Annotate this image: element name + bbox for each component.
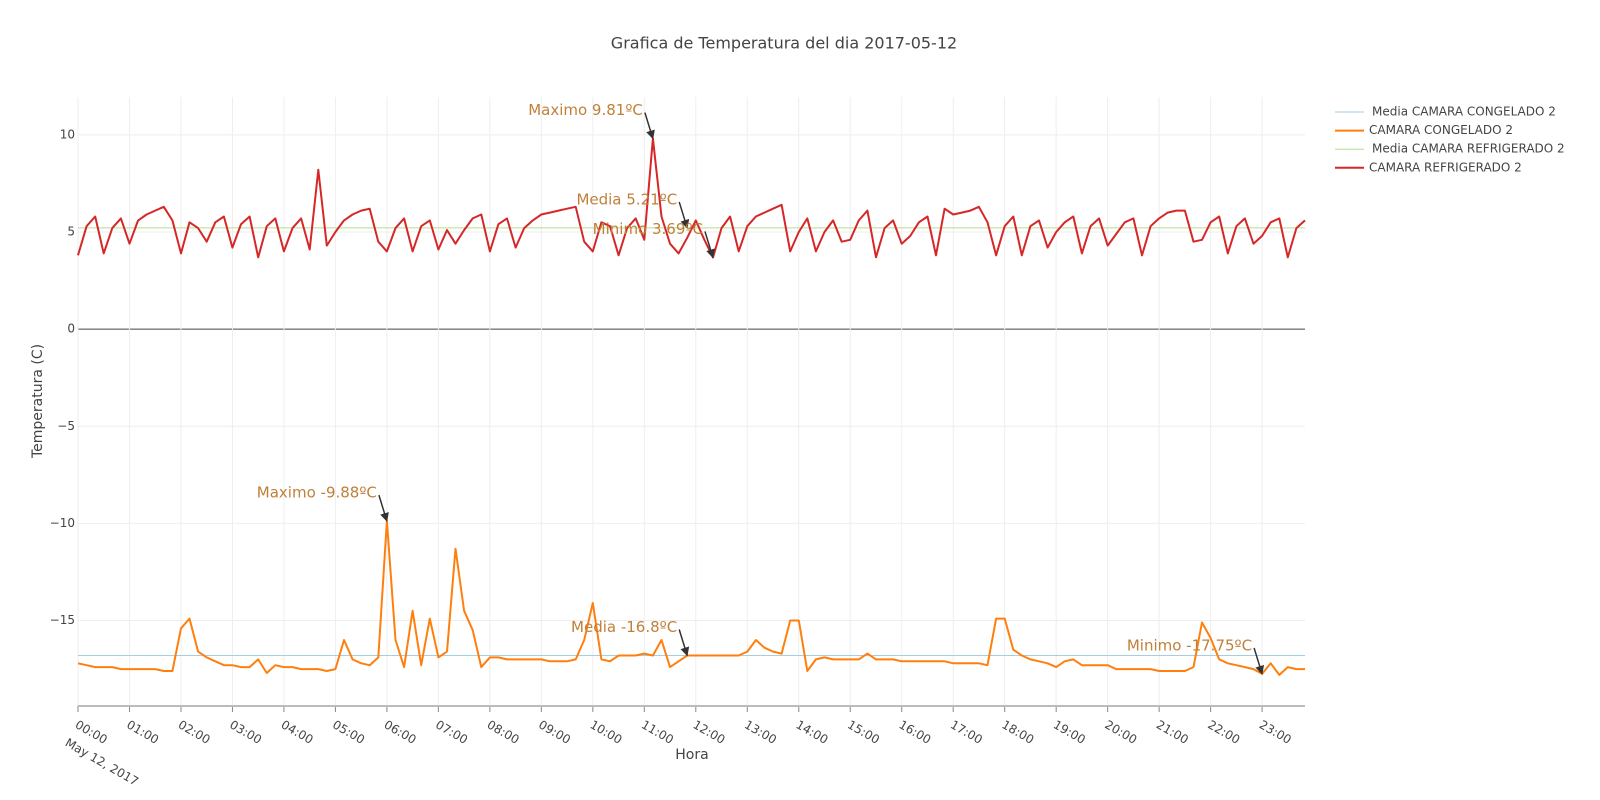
annotation-arrow — [678, 629, 690, 657]
x-tick-label: 01:00 — [124, 718, 161, 747]
x-tick-label: 14:00 — [794, 718, 831, 747]
x-tick-label: 13:00 — [742, 718, 779, 747]
x-tick-label: 19:00 — [1051, 718, 1088, 747]
x-tick-label: 20:00 — [1102, 718, 1139, 747]
legend-label: CAMARA CONGELADO 2 — [1369, 123, 1513, 137]
x-axis-title: Hora — [675, 747, 708, 763]
annotation-label: Minimo 3.69ºC — [593, 220, 703, 238]
y-tick-label: −10 — [50, 516, 75, 530]
plot-area: Maximo 9.81ºC Media 5.21ºC Minimo 3.69ºC Ma… — [77, 101, 1306, 676]
x-tick-label: 16:00 — [896, 718, 933, 747]
y-tick-label: 5 — [67, 225, 75, 239]
x-tick-label: 05:00 — [330, 718, 367, 747]
y-axis-title: Temperatura (C) — [30, 344, 46, 459]
x-tick-label: 22:00 — [1205, 718, 1242, 747]
x-tick-label: 04:00 — [279, 718, 316, 747]
series-line — [77, 137, 1306, 259]
x-tick-label: 18:00 — [999, 718, 1036, 747]
annotation-label: Maximo -9.88ºC — [257, 484, 377, 502]
annotation-arrow — [704, 231, 715, 259]
annotation-arrow — [1253, 647, 1265, 675]
annotation-label: Maximo 9.81ºC — [528, 101, 643, 119]
legend-label: CAMARA REFRIGERADO 2 — [1369, 160, 1522, 174]
x-tick-label: 12:00 — [691, 718, 728, 747]
annotation-label: Media -16.8ºC — [571, 618, 677, 636]
y-tick-label: −5 — [57, 419, 75, 433]
y-tick-label: −15 — [50, 613, 75, 627]
x-tick-label: 02:00 — [176, 718, 213, 747]
annotation-arrow — [378, 494, 389, 522]
x-tick-label: 06:00 — [382, 718, 419, 747]
x-tick-label: 23:00 — [1257, 718, 1294, 747]
x-tick-label: 15:00 — [845, 718, 882, 747]
x-tick-label: 17:00 — [948, 718, 985, 747]
x-tick-label: 08:00 — [485, 718, 522, 747]
x-tick-label: 07:00 — [433, 718, 470, 747]
legend-label: Media CAMARA CONGELADO 2 — [1372, 105, 1556, 119]
x-tick-label: 11:00 — [639, 718, 676, 747]
legend-label: Media CAMARA REFRIGERADO 2 — [1372, 142, 1565, 156]
legend: Media CAMARA CONGELADO 2 CAMARA CONGELADO… — [1335, 105, 1565, 174]
y-tick-label: 10 — [60, 127, 75, 141]
x-tick-label: 10:00 — [588, 718, 625, 747]
x-tick-label: 09:00 — [536, 718, 573, 747]
annotation-label: Media 5.21ºC — [576, 190, 677, 208]
annotation-label: Minimo -17.75ºC — [1127, 636, 1252, 654]
annotation-arrow — [644, 112, 655, 140]
chart-title: Grafica de Temperatura del dia 2017-05-1… — [611, 34, 957, 53]
series-line — [77, 520, 1305, 676]
annotation-arrow — [678, 201, 690, 229]
y-tick-label: 0 — [67, 322, 75, 336]
x-tick-label: 03:00 — [227, 718, 264, 747]
x-tick-label: 21:00 — [1154, 718, 1191, 747]
